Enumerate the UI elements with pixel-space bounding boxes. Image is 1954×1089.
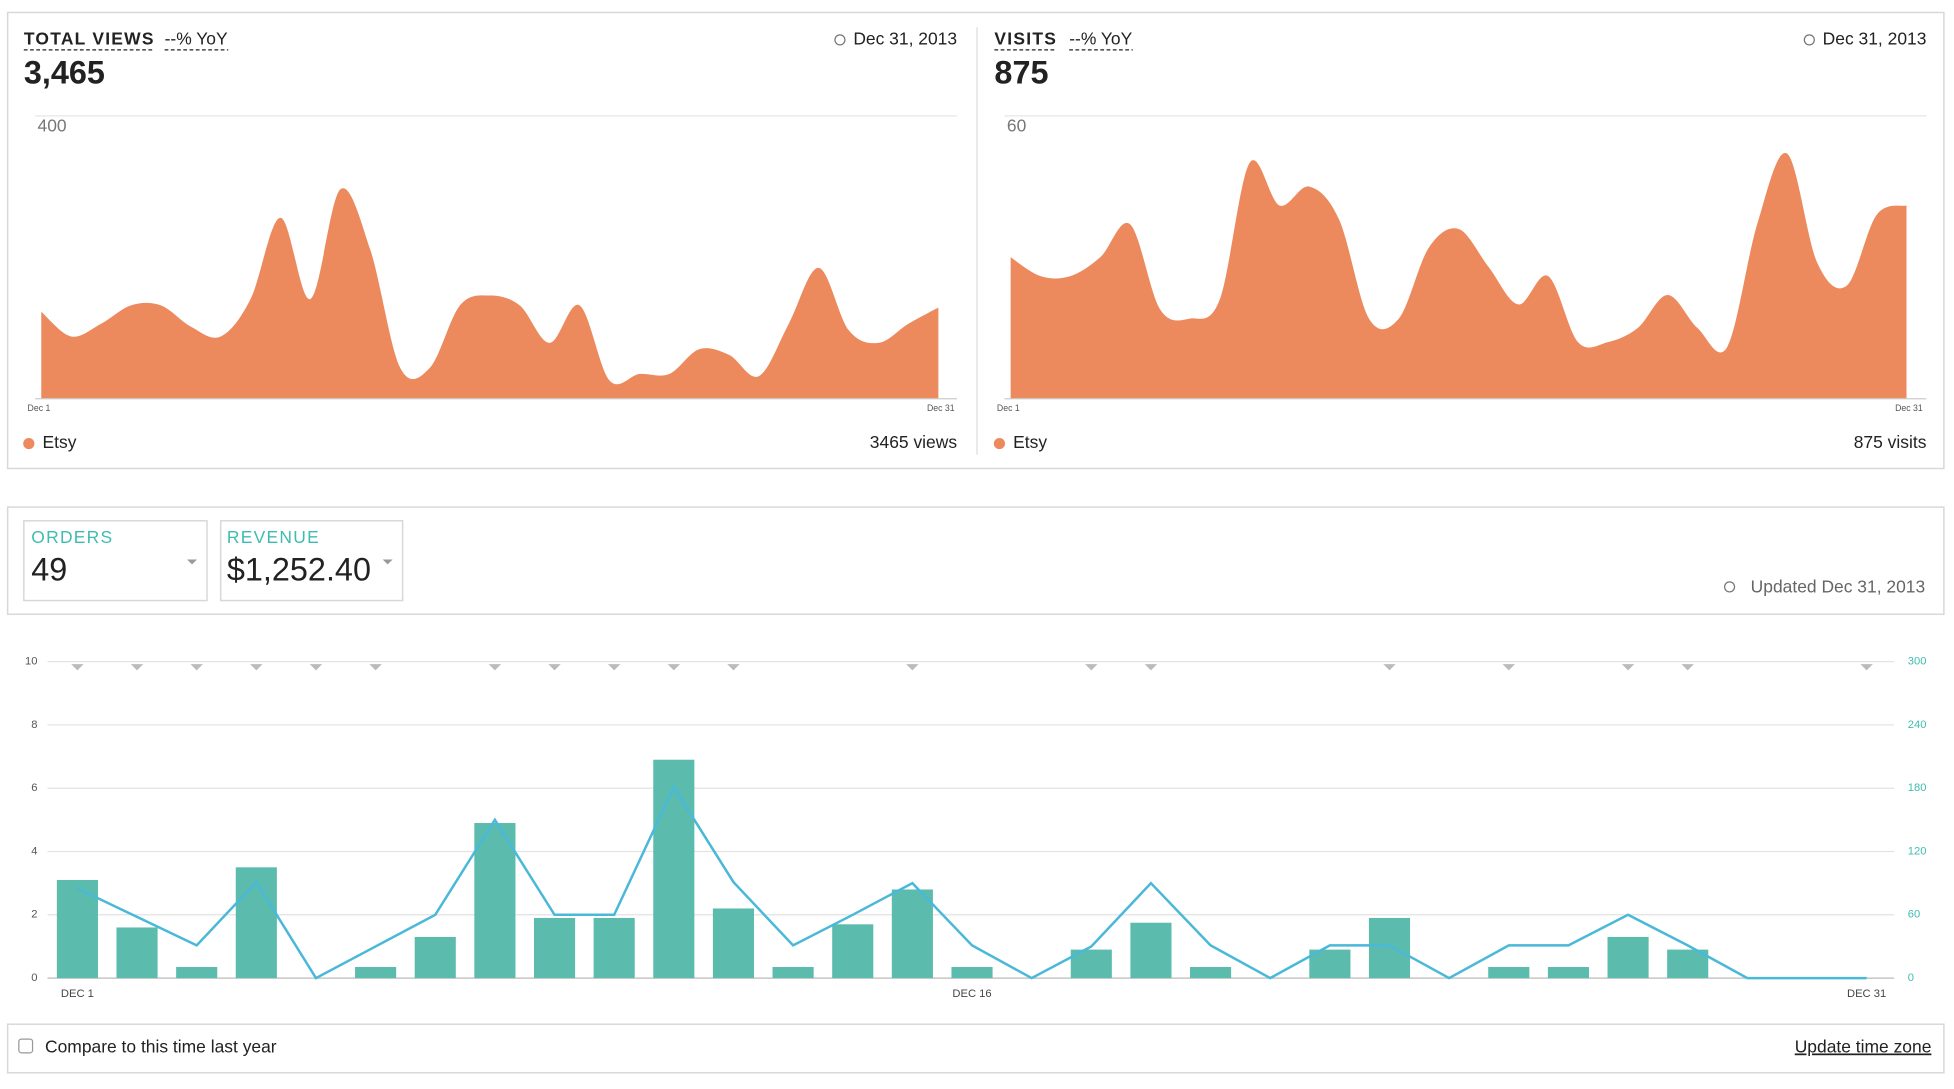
note-marker <box>250 664 263 671</box>
traffic-panel <box>6 11 1945 470</box>
total: 875 <box>994 54 1048 90</box>
note-marker <box>727 664 740 671</box>
y-tick-label: 400 <box>38 116 67 136</box>
note-marker <box>309 664 323 671</box>
x-tick-label: Dec 31 <box>1895 403 1923 413</box>
area <box>41 188 939 399</box>
bar <box>593 917 635 979</box>
y-tick-label: 4 <box>31 845 37 857</box>
legend-total: 3465 views <box>870 432 958 452</box>
note-marker <box>1502 664 1516 671</box>
compare-label[interactable]: Compare to this time last year <box>45 1036 277 1056</box>
legend-label: Etsy <box>1013 432 1047 452</box>
clock-icon <box>834 34 846 46</box>
note-marker <box>190 664 203 671</box>
x-tick-label: Dec 1 <box>997 403 1020 413</box>
y2-tick-label: 120 <box>1908 845 1927 857</box>
updated: Updated Dec 31, 2013 <box>1751 577 1926 597</box>
bar <box>1130 922 1172 979</box>
y2-tick-label: 240 <box>1908 719 1927 731</box>
bar <box>1309 949 1351 979</box>
orders-total: 49 <box>31 551 67 587</box>
area <box>1010 152 1907 399</box>
bar <box>1368 917 1411 979</box>
x-tick-label: DEC 31 <box>1847 988 1886 1000</box>
bar <box>1190 967 1232 979</box>
y2-tick-label: 0 <box>1908 972 1914 984</box>
bar <box>1607 936 1649 979</box>
legend-dot <box>23 437 35 450</box>
date: Dec 31, 2013 <box>853 28 957 48</box>
revenue-total: $1,252.40 <box>227 551 371 587</box>
compare-checkbox[interactable] <box>18 1038 34 1054</box>
bar <box>772 967 814 979</box>
note-marker <box>1144 664 1158 671</box>
y-tick-label: 60 <box>1007 116 1027 136</box>
clock-icon <box>1723 581 1736 593</box>
bar <box>832 924 874 979</box>
bar <box>474 823 516 979</box>
date: Dec 31, 2013 <box>1823 28 1927 48</box>
x-tick-label: Dec 31 <box>927 403 955 413</box>
note-marker <box>1860 664 1873 671</box>
note-marker <box>1621 664 1635 671</box>
note-marker <box>1085 664 1098 671</box>
bar <box>414 936 456 979</box>
note-marker <box>130 664 144 671</box>
legend-label: Etsy <box>43 432 77 452</box>
note-marker <box>369 664 382 671</box>
bar <box>891 889 933 979</box>
yoy[interactable]: --% YoY <box>165 28 228 48</box>
legend-total: 875 visits <box>1854 432 1927 452</box>
series-label[interactable]: ORDERS <box>31 527 113 547</box>
bar <box>235 867 277 979</box>
orders-selector[interactable] <box>23 520 208 602</box>
bar <box>712 908 755 979</box>
bar <box>1667 949 1709 979</box>
total: 3,465 <box>24 54 105 90</box>
y-tick-label: 6 <box>31 782 37 794</box>
bar <box>176 967 218 979</box>
series-label[interactable]: REVENUE <box>227 527 320 547</box>
bar <box>951 967 993 979</box>
line <box>76 784 1867 980</box>
bar <box>533 917 576 979</box>
y2-tick-label: 180 <box>1908 782 1927 794</box>
bar <box>355 967 397 979</box>
footer-panel <box>6 1023 1945 1074</box>
note-marker <box>906 664 919 671</box>
clock-icon <box>1803 34 1815 46</box>
x-tick-label: DEC 1 <box>61 988 94 1000</box>
dropdown-arrow <box>187 559 198 565</box>
legend-dot <box>993 437 1006 450</box>
y-tick-label: 0 <box>31 972 37 984</box>
y-tick-label: 10 <box>25 656 37 668</box>
dropdown-arrow <box>382 559 393 565</box>
x-tick-label: DEC 16 <box>952 988 991 1000</box>
bar <box>116 927 158 979</box>
note-marker <box>667 664 681 671</box>
yoy[interactable]: --% YoY <box>1069 28 1132 48</box>
bar <box>1488 967 1530 979</box>
revenue-selector[interactable] <box>219 520 404 602</box>
x-tick-label: Dec 1 <box>28 403 51 413</box>
bar <box>1547 967 1589 979</box>
y-tick-label: 2 <box>31 909 37 921</box>
note-marker <box>71 664 84 671</box>
bar <box>653 759 695 979</box>
note-marker <box>1681 664 1694 671</box>
note-marker <box>607 664 621 671</box>
y-tick-label: 8 <box>31 719 37 731</box>
panel-title[interactable]: TOTAL VIEWS <box>24 28 155 48</box>
y2-tick-label: 60 <box>1908 909 1920 921</box>
panel-title[interactable]: VISITS <box>994 28 1057 48</box>
note-marker <box>548 664 561 671</box>
note-marker <box>1383 664 1396 671</box>
note-marker <box>488 664 502 671</box>
update-time-zone-link[interactable]: Update time zone <box>1795 1036 1932 1056</box>
y2-tick-label: 300 <box>1908 656 1927 668</box>
